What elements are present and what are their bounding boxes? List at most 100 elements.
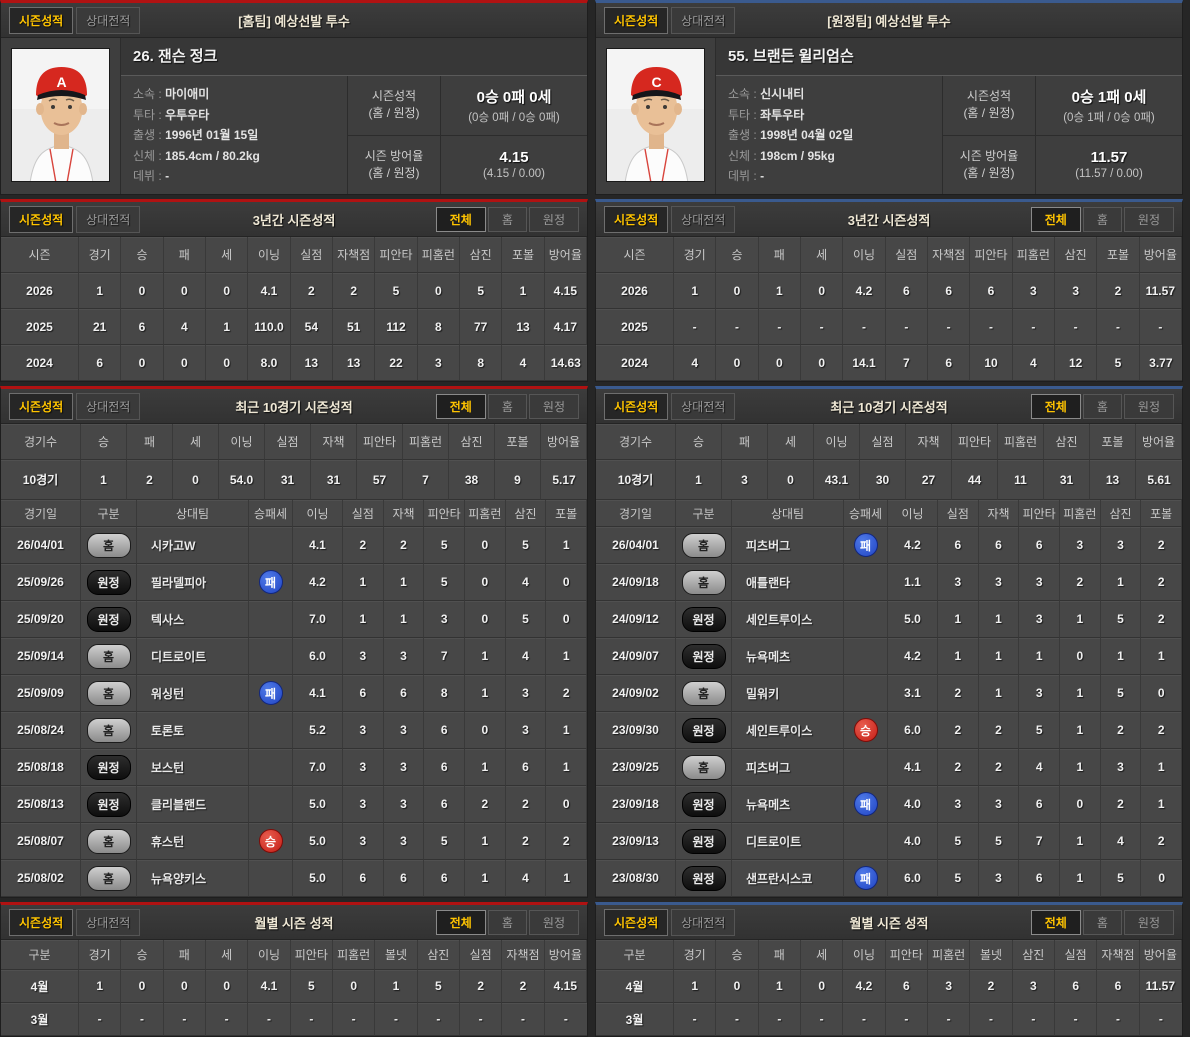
venue-cell: 원정: [676, 860, 732, 897]
column-header: 실점: [459, 940, 503, 970]
stat-cell: 1: [1141, 638, 1182, 675]
monthly-table: 구분 경기 승 패 세 이닝 피안타 피홈런 볼넷 삼진 실점 자책점 방어율 4월 1 0 1 0 4.2 6 3 2 3…: [596, 940, 1182, 1036]
stat-cell: -: [843, 309, 886, 345]
tab-head-to-head[interactable]: 상대전적: [76, 6, 141, 34]
game-date: 25/08/18: [1, 749, 81, 786]
tab-head-to-head[interactable]: 상대전적: [671, 6, 736, 34]
tab-head-to-head[interactable]: 상대전적: [76, 908, 141, 936]
stat-cell: 6: [424, 860, 465, 897]
tab-head-to-head[interactable]: 상대전적: [671, 392, 736, 420]
filter-home[interactable]: 홈: [487, 206, 527, 232]
stat-cell: 2: [1141, 527, 1182, 564]
stat-cell: 3.77: [1139, 345, 1182, 381]
result-cell: [249, 527, 293, 564]
venue-cell: 원정: [676, 786, 732, 823]
filter-all[interactable]: 전체: [435, 909, 486, 935]
stat-cell: 1: [1141, 749, 1182, 786]
filter-away[interactable]: 원정: [528, 206, 579, 232]
stat-cell: 51: [332, 309, 376, 345]
stat-cell: 2: [505, 823, 547, 860]
filter-all[interactable]: 전체: [1030, 206, 1081, 232]
filter-away[interactable]: 원정: [1123, 393, 1174, 419]
filter-away[interactable]: 원정: [528, 909, 579, 935]
tab-season-stats[interactable]: 시즌성적: [9, 6, 74, 34]
stat-cell: 1: [1019, 638, 1060, 675]
filter-group: 전체 홈 원정: [435, 909, 579, 935]
tab-head-to-head[interactable]: 상대전적: [76, 392, 141, 420]
stat-cell: 30: [860, 460, 906, 500]
detail-throws-bats: 투타 : 좌투우타: [728, 107, 805, 122]
venue-cell: 원정: [81, 786, 137, 823]
stat-cell: 0: [465, 601, 506, 638]
stat-cell: 5.61: [1136, 460, 1182, 500]
stat-cell: 2: [1141, 712, 1182, 749]
stat-cell: 6: [885, 970, 928, 1003]
stat-cell: 4: [1019, 749, 1060, 786]
loss-badge: 패: [853, 792, 878, 816]
tab-season-stats[interactable]: 시즌성적: [9, 392, 74, 420]
stat-cell: 0: [163, 970, 206, 1003]
stat-cell: -: [163, 1003, 206, 1036]
stat-cell: 44: [952, 460, 998, 500]
venue-cell: 홈: [81, 638, 137, 675]
filter-away[interactable]: 원정: [528, 393, 579, 419]
filter-home[interactable]: 홈: [487, 909, 527, 935]
result-cell: [249, 860, 293, 897]
filter-home[interactable]: 홈: [1082, 909, 1122, 935]
game-date: 25/09/09: [1, 675, 81, 712]
tab-season-stats[interactable]: 시즌성적: [604, 392, 669, 420]
column-header: 실점: [1054, 940, 1098, 970]
column-header: 구분: [1, 940, 79, 970]
stat-cell: 38: [449, 460, 495, 500]
filter-all[interactable]: 전체: [435, 393, 486, 419]
filter-all[interactable]: 전체: [435, 206, 486, 232]
column-header: 승패세: [249, 500, 293, 527]
venue-cell: 원정: [676, 823, 732, 860]
stat-cell: 1: [383, 601, 425, 638]
player-card: A 26. 잰슨 정크 소속 : 마이애미 투타 : 우투우타 출생 : 199…: [1, 38, 587, 194]
stat-cell: 3: [424, 601, 465, 638]
stat-cell: 4.2: [293, 564, 343, 601]
stat-cell: 110.0: [248, 309, 291, 345]
filter-all[interactable]: 전체: [1030, 393, 1081, 419]
stat-cell: 1: [383, 564, 425, 601]
filter-home[interactable]: 홈: [487, 393, 527, 419]
column-header: 세: [800, 237, 844, 273]
tab-head-to-head[interactable]: 상대전적: [671, 908, 736, 936]
tab-season-stats[interactable]: 시즌성적: [9, 205, 74, 233]
column-header: 경기: [674, 237, 717, 273]
result-cell: [249, 749, 293, 786]
detail-body: 신체 : 185.4cm / 80.2kg: [133, 148, 260, 163]
filter-away[interactable]: 원정: [1123, 909, 1174, 935]
tab-season-stats[interactable]: 시즌성적: [9, 908, 74, 936]
stat-cell: 1: [465, 675, 506, 712]
game-date: 25/08/24: [1, 712, 81, 749]
tab-head-to-head[interactable]: 상대전적: [671, 205, 736, 233]
filter-all[interactable]: 전체: [1030, 909, 1081, 935]
column-header: 삼진: [1054, 237, 1098, 273]
tab-season-stats[interactable]: 시즌성적: [604, 205, 669, 233]
filter-away[interactable]: 원정: [1123, 206, 1174, 232]
stat-cell: 1: [546, 860, 587, 897]
column-header: 피홈런: [403, 424, 449, 460]
game-date: 23/09/25: [596, 749, 676, 786]
stat-cell: 1: [546, 749, 587, 786]
stat-cell: 2: [978, 712, 1020, 749]
stat-cell: 3: [1012, 970, 1055, 1003]
stat-cell: 6: [1019, 860, 1060, 897]
stat-cell: 2: [505, 786, 547, 823]
filter-home[interactable]: 홈: [1082, 393, 1122, 419]
filter-home[interactable]: 홈: [1082, 206, 1122, 232]
column-header: 포볼: [1141, 500, 1182, 527]
stat-cell: 4.2: [843, 970, 886, 1003]
column-header: 승: [121, 940, 164, 970]
game-date: 24/09/18: [596, 564, 676, 601]
stat-cell: 0: [1060, 786, 1101, 823]
home-badge: 홈: [86, 680, 131, 706]
tab-season-stats[interactable]: 시즌성적: [604, 908, 669, 936]
tab-head-to-head[interactable]: 상대전적: [76, 205, 141, 233]
stat-cell: 2: [465, 786, 506, 823]
tab-season-stats[interactable]: 시즌성적: [604, 6, 669, 34]
stat-cell: 0: [800, 970, 844, 1003]
stat-cell: -: [1054, 309, 1098, 345]
